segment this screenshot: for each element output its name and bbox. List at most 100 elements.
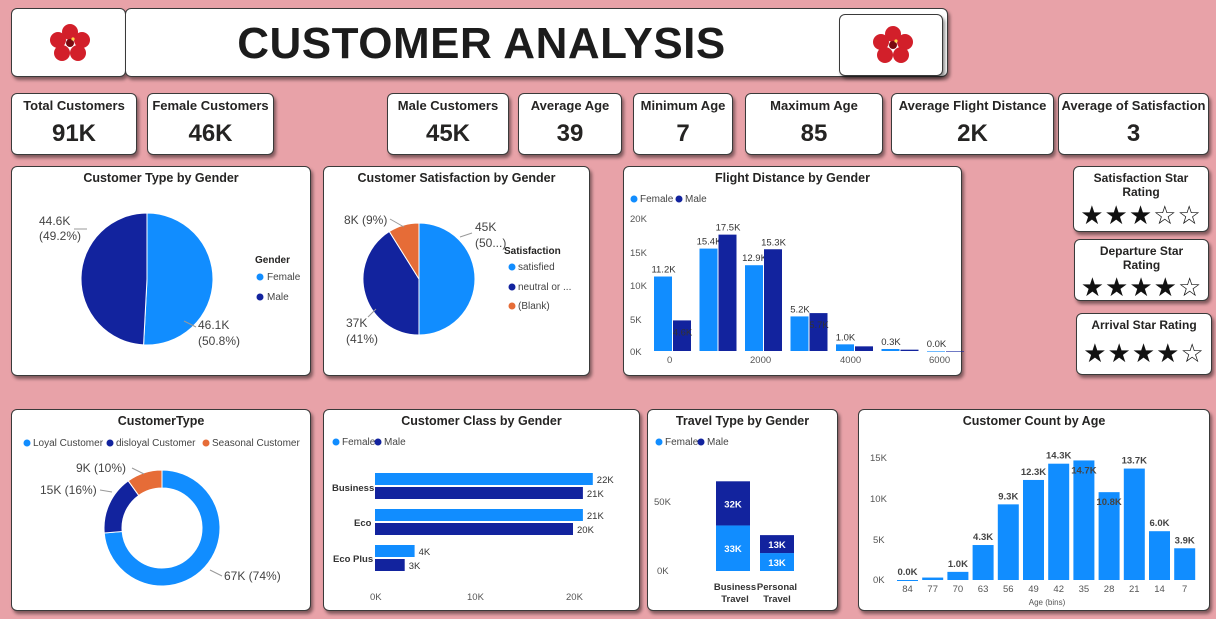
slice-female[interactable] [143, 212, 214, 346]
bar-female[interactable] [745, 265, 763, 351]
chart-customer-type[interactable]: CustomerType Loyal Customer disloyal Cus… [11, 409, 311, 611]
bar-age-49[interactable] [1023, 479, 1044, 580]
legend-dot-disloyal [106, 439, 114, 447]
chart-customer-class-by-gender[interactable]: Customer Class by Gender Female Male Bus… [323, 409, 640, 611]
bar-age-77[interactable] [922, 577, 944, 580]
bar-female[interactable] [881, 349, 900, 351]
data-label-male-pct: (49.2%) [39, 229, 81, 243]
kpi-average-age: Average Age 39 [518, 93, 622, 155]
data-label: 12.9K [742, 253, 767, 264]
chart-travel-type-by-gender[interactable]: Travel Type by Gender Female Male 50K 0K… [647, 409, 838, 611]
x-tick: 20K [566, 592, 584, 603]
bar-male[interactable] [375, 559, 405, 571]
legend-item-male[interactable]: Male [707, 437, 729, 448]
slice-satisfied[interactable] [418, 222, 476, 336]
bar-female[interactable] [760, 553, 794, 571]
legend-dot-male [675, 195, 683, 203]
bar-female[interactable] [654, 276, 672, 351]
bar-age-7[interactable] [1174, 548, 1196, 580]
y-tick: 50K [654, 497, 672, 508]
bar-male[interactable] [760, 535, 794, 554]
bar-age-56[interactable] [997, 504, 1019, 580]
bar-age-21[interactable] [1123, 468, 1145, 580]
data-label: 6.0K [1149, 518, 1169, 529]
chart-title: CustomerType [117, 414, 205, 428]
bar-female[interactable] [716, 525, 750, 571]
chart-customer-count-by-age[interactable]: Customer Count by Age 15K 10K 5K 0K 0.0K… [858, 409, 1210, 611]
y-tick: 0K [657, 566, 669, 577]
data-label: 21K [587, 489, 605, 500]
rating-card-departure: Departure Star Rating ★★★★☆ [1074, 239, 1209, 302]
legend-item-satisfied[interactable]: satisfied [518, 262, 555, 273]
x-tick: 42 [1053, 584, 1064, 595]
bar-male[interactable] [900, 349, 919, 351]
bar-male[interactable] [673, 320, 691, 351]
category-label: Business [332, 483, 374, 494]
data-label: 14.7K [1071, 465, 1096, 476]
kpi-value: 46K [188, 120, 233, 147]
bar-female[interactable] [699, 248, 718, 351]
x-category-label: Travel [763, 594, 790, 605]
kpi-label: Average of Satisfaction [1061, 98, 1206, 113]
legend-dot-male [374, 438, 382, 446]
bar-age-42[interactable] [1048, 463, 1070, 580]
legend-dot-male [697, 438, 705, 446]
x-tick: 2000 [750, 355, 771, 366]
legend-item-female[interactable]: Female [640, 194, 674, 205]
legend-item-disloyal[interactable]: disloyal Customer [116, 438, 196, 449]
travel-bars: 33K 32K 13K 13K [716, 481, 794, 571]
y-tick: 10K [870, 494, 888, 505]
slice-male[interactable] [80, 212, 148, 346]
slice-loyal-customer[interactable] [103, 469, 221, 587]
chart-customer-satisfaction-by-gender[interactable]: Customer Satisfaction by Gender 45K (50.… [323, 166, 590, 376]
legend-item-female[interactable]: Female [342, 437, 376, 448]
bar-male[interactable] [718, 234, 737, 351]
bar-age-14[interactable] [1149, 531, 1170, 580]
bar-female[interactable] [836, 344, 854, 351]
legend-item-neutral[interactable]: neutral or ... [518, 282, 571, 293]
legend-item-male[interactable]: Male [685, 194, 707, 205]
bar-age-70[interactable] [947, 571, 969, 580]
data-label: 0.0K [927, 339, 947, 350]
bar-male[interactable] [809, 313, 828, 351]
bar-female[interactable] [790, 316, 809, 351]
x-tick: 84 [902, 584, 913, 595]
y-tick: 5K [873, 535, 885, 546]
bar-female[interactable] [927, 351, 945, 352]
bar-age-63[interactable] [972, 545, 994, 580]
kpi-minimum-age: Minimum Age 7 [633, 93, 733, 155]
data-label: 17.5K [716, 223, 741, 234]
bar-male[interactable] [946, 351, 964, 352]
slice-seasonal-customer[interactable] [127, 469, 163, 497]
legend-item-female[interactable]: Female [267, 272, 301, 283]
bar-age-84[interactable] [897, 580, 918, 581]
slice--blank[interactable] [388, 222, 420, 281]
legend-item-male[interactable]: Male [384, 437, 406, 448]
chart-customer-type-by-gender[interactable]: Customer Type by Gender 44.6K (49.2%) 46… [11, 166, 311, 376]
legend-item-loyal[interactable]: Loyal Customer [33, 438, 104, 449]
chart-flight-distance-by-gender[interactable]: Flight Distance by Gender Female Male 20… [623, 166, 964, 376]
bar-female[interactable] [375, 509, 583, 521]
bar-female[interactable] [375, 545, 415, 557]
bar-male[interactable] [375, 523, 573, 535]
chart-title: Customer Satisfaction by Gender [357, 171, 556, 185]
flight-bars: 11.2K 4.6K 15.4K 17.5K 12.9K 15.3K 5.2K 5.7K 1.0… [651, 223, 964, 352]
bar-male[interactable] [716, 481, 750, 526]
legend-item-seasonal[interactable]: Seasonal Customer [212, 438, 300, 449]
data-label-satisfied-pct: (50...) [475, 236, 506, 250]
legend-item-female[interactable]: Female [665, 437, 699, 448]
bar-male[interactable] [764, 249, 782, 351]
kpi-label: Maximum Age [770, 98, 858, 113]
kpi-maximum-age: Maximum Age 85 [745, 93, 883, 155]
bar-female[interactable] [375, 473, 593, 485]
legend-item-male[interactable]: Male [267, 292, 289, 303]
bar-male[interactable] [375, 487, 583, 499]
bar-age-28[interactable] [1098, 492, 1120, 580]
data-label: 20K [577, 525, 595, 536]
x-tick: 0 [667, 355, 672, 366]
bar-age-35[interactable] [1073, 460, 1095, 580]
data-label: 12.3K [1021, 467, 1046, 478]
bar-male[interactable] [855, 346, 873, 351]
page-title: CUSTOMER ANALYSIS [237, 19, 726, 68]
legend-item-blank[interactable]: (Blank) [518, 301, 550, 312]
